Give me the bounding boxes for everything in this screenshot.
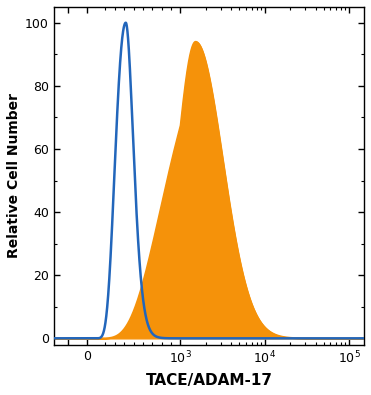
Y-axis label: Relative Cell Number: Relative Cell Number (7, 93, 21, 258)
X-axis label: TACE/ADAM-17: TACE/ADAM-17 (145, 373, 272, 388)
